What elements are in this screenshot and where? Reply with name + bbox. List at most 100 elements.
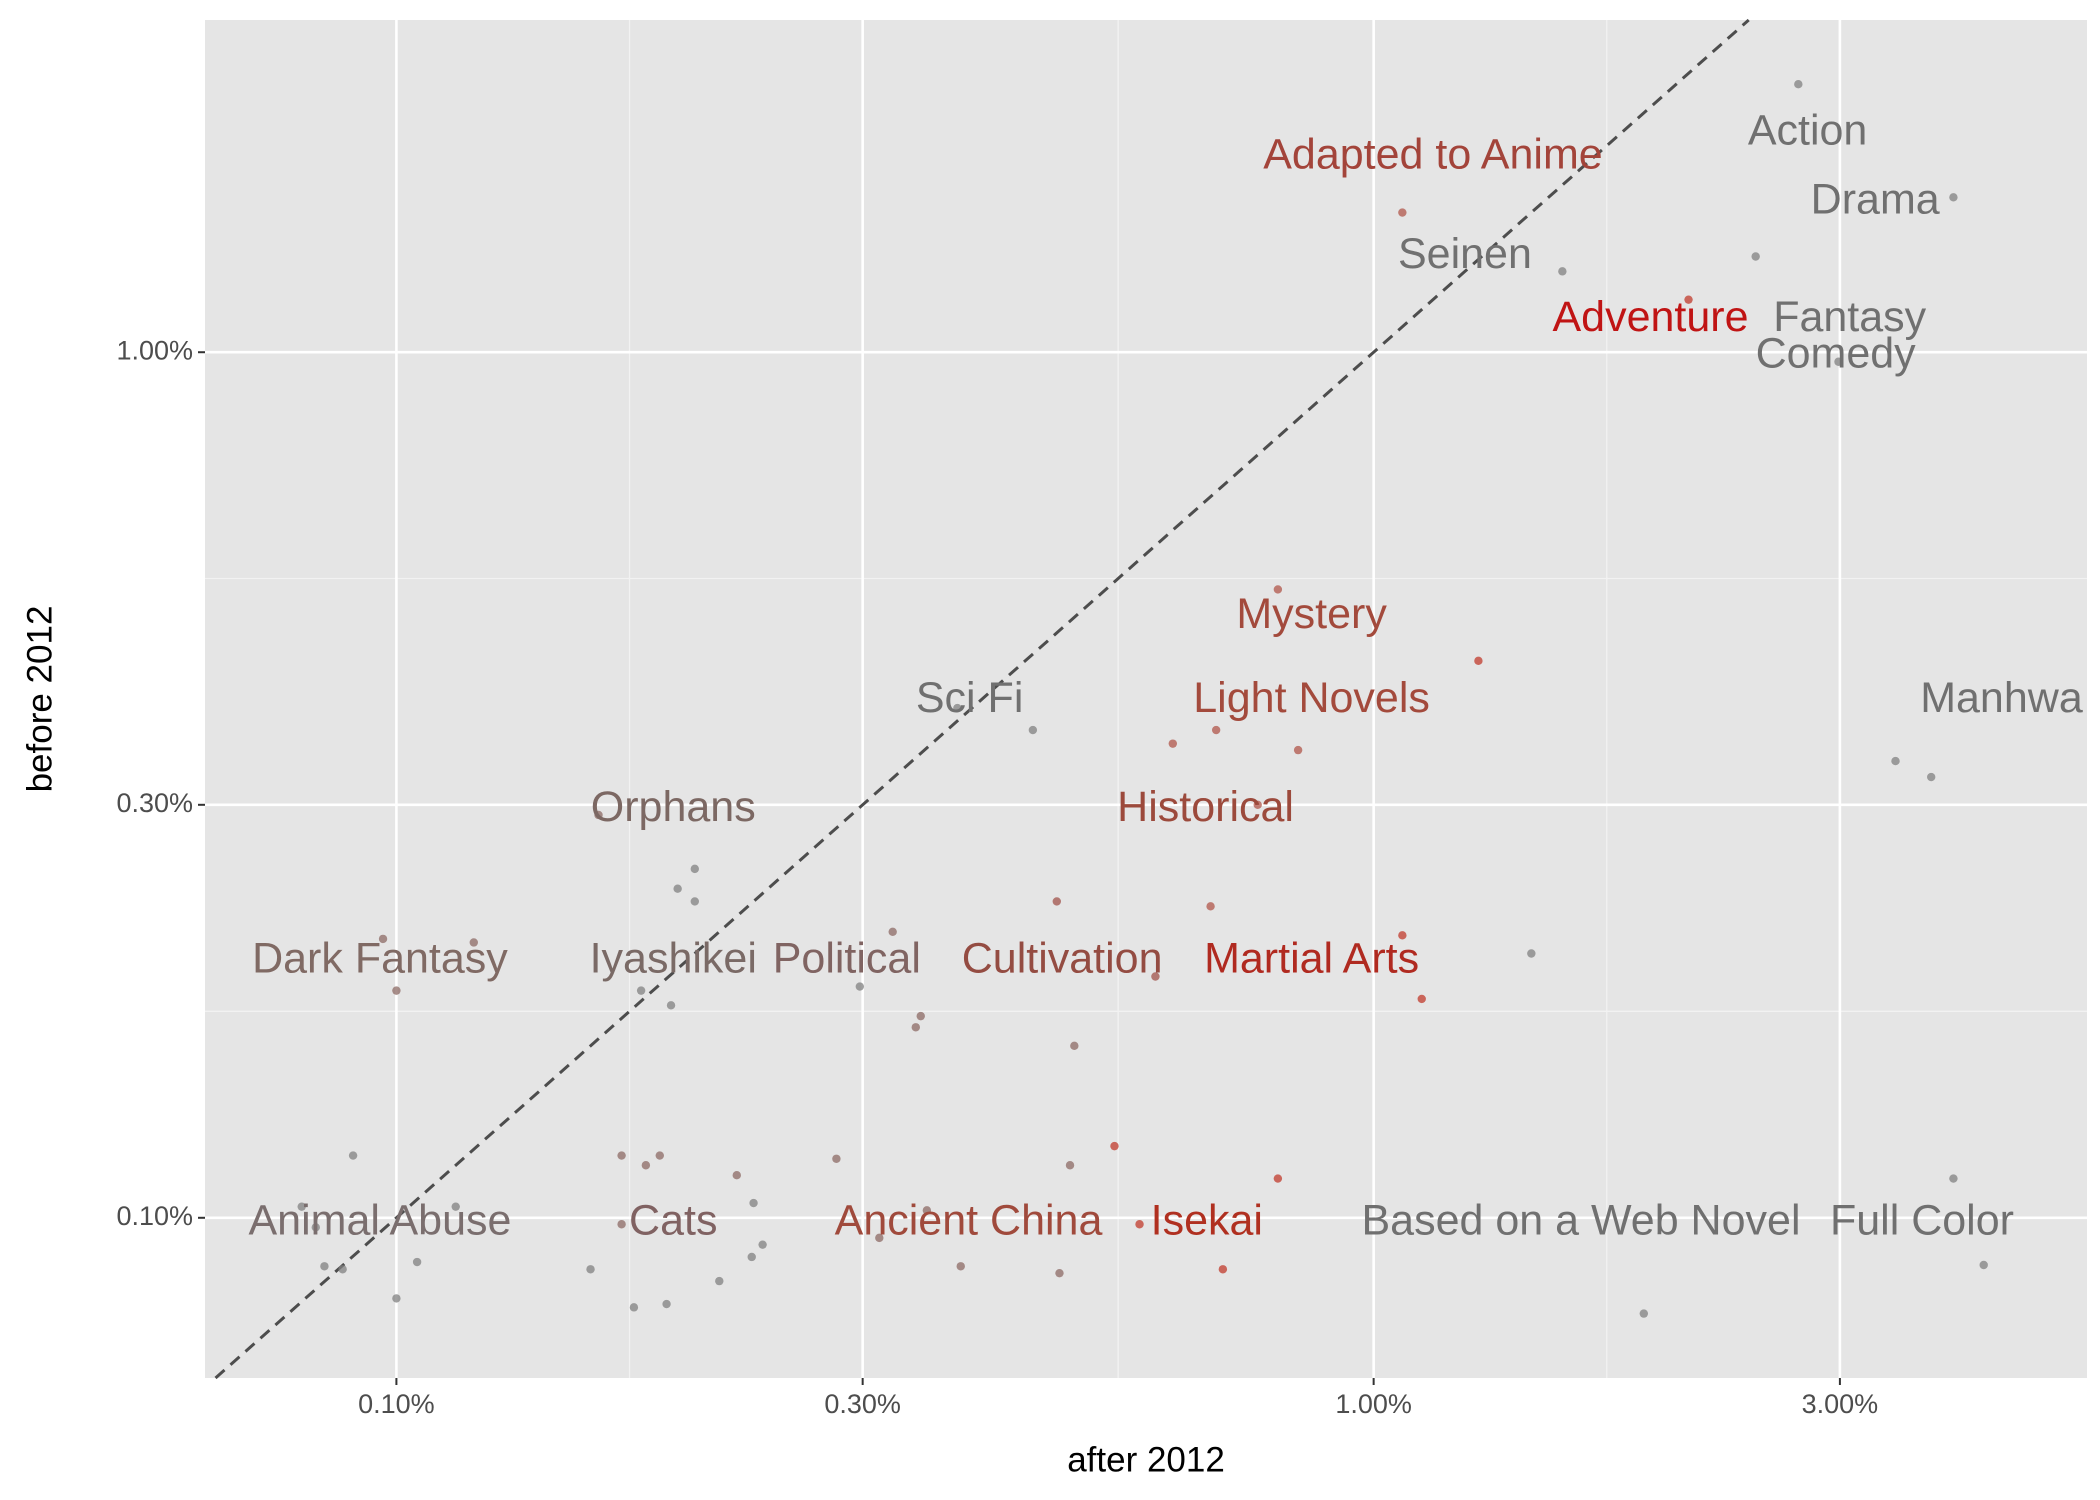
point — [348, 1151, 358, 1160]
point — [1273, 585, 1283, 594]
point — [451, 1202, 460, 1211]
point — [1891, 756, 1900, 766]
annotation-label: Adventure — [1552, 293, 1748, 341]
point — [655, 1151, 664, 1160]
identity-line — [214, 18, 1750, 1380]
x-tick-label: 0.30% — [824, 1389, 901, 1419]
point — [338, 1265, 347, 1274]
point — [1527, 949, 1536, 958]
annotation-label: Full Color — [1830, 1196, 2014, 1244]
point — [1206, 902, 1215, 911]
point — [1211, 725, 1221, 735]
annotation-label: Isekai — [1151, 1196, 1263, 1244]
point — [953, 703, 962, 713]
point — [392, 986, 401, 995]
point — [1253, 800, 1262, 810]
x-tick-label: 3.00% — [1802, 1389, 1879, 1419]
point — [690, 864, 700, 874]
annotation-label: Ancient China — [835, 1196, 1103, 1244]
annotation-label: Mystery — [1236, 590, 1387, 638]
point — [320, 1262, 329, 1271]
point — [1052, 897, 1061, 906]
point — [586, 1265, 595, 1274]
point — [1135, 1220, 1144, 1229]
y-axis-title: before 2012 — [20, 606, 59, 793]
x-tick-label: 1.00% — [1335, 1389, 1412, 1419]
point — [855, 982, 865, 991]
x-tick-label: 0.10% — [358, 1389, 435, 1419]
point — [1979, 1260, 1988, 1270]
annotation-label: Animal Abuse — [248, 1196, 511, 1244]
annotation-label: Seinen — [1398, 230, 1532, 278]
point — [1293, 745, 1303, 755]
annotation-label: Cultivation — [962, 934, 1163, 982]
point — [412, 1257, 422, 1267]
y-tick-label: 0.30% — [116, 788, 193, 818]
point — [629, 1303, 639, 1312]
point — [1273, 1174, 1283, 1183]
annotation-label: Historical — [1117, 783, 1294, 831]
point — [1110, 1141, 1119, 1151]
annotation-label: Manhwa — [1920, 674, 2083, 722]
point — [641, 1161, 651, 1170]
point — [636, 986, 646, 995]
plot-panel — [205, 20, 2087, 1378]
point — [956, 1262, 965, 1271]
point — [1639, 1309, 1649, 1318]
point — [1398, 208, 1407, 217]
point — [715, 1276, 724, 1286]
annotation-label: Based on a Web Novel — [1361, 1196, 1800, 1244]
point — [1070, 1041, 1079, 1051]
point — [888, 927, 897, 936]
point — [617, 1151, 626, 1160]
x-axis-title: after 2012 — [1067, 1440, 1225, 1479]
point — [922, 1206, 932, 1215]
point — [469, 938, 478, 947]
annotation-label: Political — [773, 934, 921, 982]
point — [1558, 267, 1567, 276]
point — [732, 1170, 741, 1180]
point — [662, 1299, 671, 1309]
point — [911, 1023, 920, 1032]
point — [1926, 772, 1936, 782]
point — [392, 1294, 401, 1303]
point — [1834, 357, 1843, 366]
annotation-label: Cats — [629, 1196, 717, 1244]
point — [1794, 80, 1803, 89]
annotation-label: Dark Fantasy — [252, 934, 508, 982]
annotation-label: Martial Arts — [1204, 934, 1419, 982]
point — [673, 884, 682, 893]
point — [875, 1233, 884, 1243]
point — [378, 934, 388, 944]
annotation-label: Orphans — [591, 783, 756, 831]
point — [666, 1001, 676, 1010]
annotation-label: Light Novels — [1193, 674, 1430, 722]
point — [1028, 725, 1038, 735]
point — [617, 1220, 626, 1229]
annotation-label: Drama — [1811, 176, 1940, 224]
point — [1417, 994, 1426, 1004]
annotation-label: Iyashikei — [590, 934, 757, 982]
annotation-label: Comedy — [1756, 330, 1917, 378]
point — [1684, 295, 1693, 304]
point — [1398, 931, 1407, 940]
point — [297, 1202, 306, 1211]
point — [1151, 972, 1160, 981]
point — [1474, 656, 1483, 666]
point — [1949, 193, 1958, 202]
y-tick-label: 0.10% — [116, 1201, 193, 1231]
point — [747, 1252, 756, 1262]
point — [1065, 1161, 1075, 1170]
annotation-label: Adapted to Anime — [1263, 131, 1602, 179]
point — [594, 810, 603, 820]
point — [1751, 252, 1760, 261]
point — [749, 1198, 758, 1208]
point — [311, 1223, 320, 1232]
annotation-label: Action — [1748, 107, 1868, 155]
point — [758, 1240, 767, 1249]
point — [1055, 1268, 1064, 1278]
y-tick-label: 1.00% — [116, 335, 193, 365]
point — [690, 897, 700, 906]
point — [1949, 1174, 1958, 1183]
